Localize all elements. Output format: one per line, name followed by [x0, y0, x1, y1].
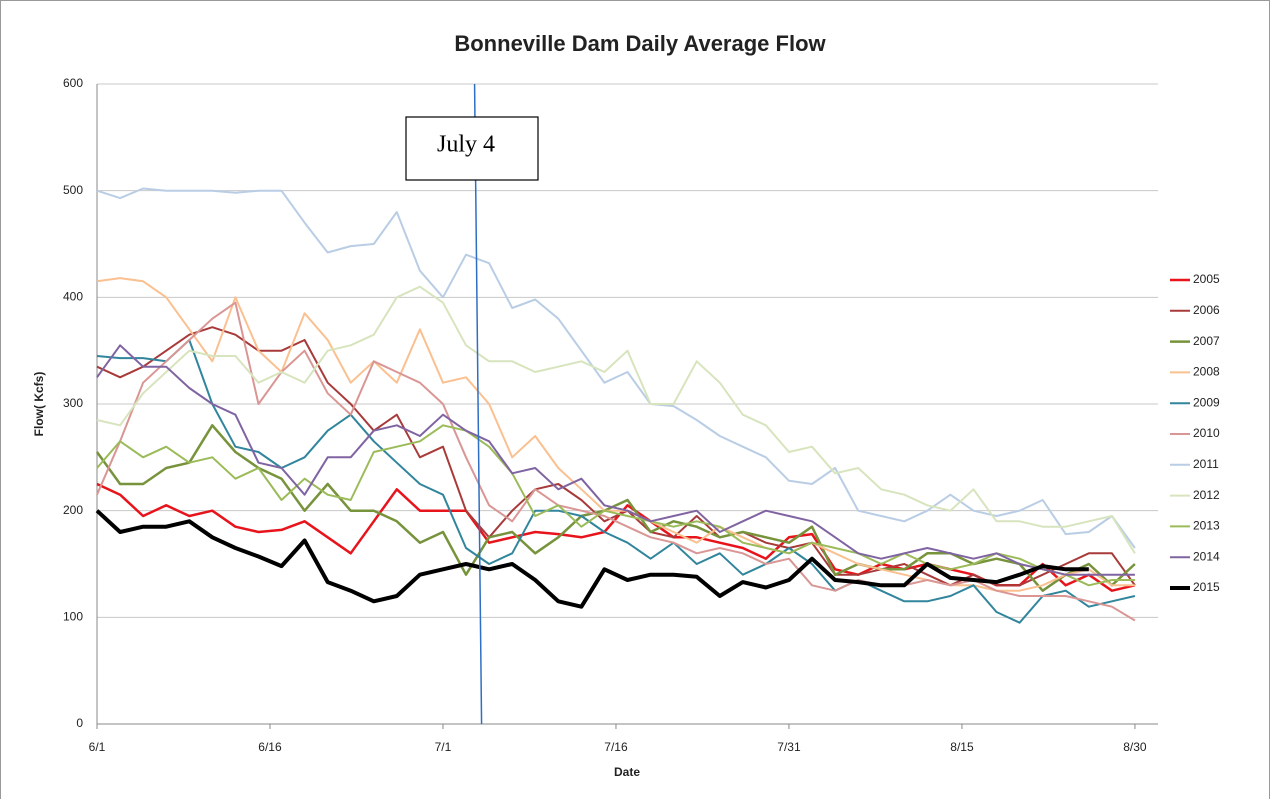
y-tick-label: 400 — [63, 290, 83, 304]
legend-label: 2005 — [1193, 272, 1220, 286]
x-tick-label: 6/1 — [89, 740, 106, 754]
x-tick-label: 7/1 — [435, 740, 452, 754]
chart-title: Bonneville Dam Daily Average Flow — [454, 31, 826, 56]
y-tick-label: 100 — [63, 610, 83, 624]
x-tick-label: 8/15 — [950, 740, 974, 754]
legend-label: 2010 — [1193, 426, 1220, 440]
series-line — [95, 424, 1136, 592]
y-tick-label: 500 — [63, 183, 83, 197]
legend-label: 2007 — [1193, 334, 1220, 348]
annotation-label: July 4 — [437, 132, 495, 158]
legend-label: 2013 — [1193, 519, 1220, 533]
x-axis-title: Date — [614, 765, 640, 779]
series-line — [96, 344, 1135, 576]
series-line — [96, 326, 1136, 587]
legend-label: 2014 — [1193, 549, 1220, 563]
x-tick-label: 7/16 — [604, 740, 628, 754]
legend-label: 2011 — [1193, 457, 1219, 471]
x-tick-label: 6/16 — [258, 740, 282, 754]
annotation-line — [473, 83, 483, 725]
legend-label: 2006 — [1193, 303, 1220, 317]
legend-label: 2015 — [1193, 580, 1220, 594]
annotation-box — [405, 116, 539, 181]
series-line — [96, 187, 1136, 549]
y-tick-label: 300 — [63, 396, 83, 410]
legend-label: 2008 — [1193, 365, 1220, 379]
x-tick-label: 7/31 — [777, 740, 801, 754]
series-line — [96, 424, 1135, 587]
series-line — [96, 482, 1136, 592]
x-tick-label: 8/30 — [1123, 740, 1147, 754]
y-axis-title: Flow( Kcfs) — [32, 372, 46, 437]
legend-label: 2009 — [1193, 395, 1220, 409]
series-line — [96, 339, 1136, 624]
y-tick-label: 0 — [76, 716, 83, 730]
series-line — [96, 277, 1135, 592]
y-tick-label: 600 — [63, 76, 83, 90]
series-line — [96, 301, 1136, 622]
legend-label: 2012 — [1193, 488, 1220, 502]
series-line — [95, 509, 1089, 609]
series-line — [96, 285, 1136, 554]
y-tick-label: 200 — [63, 503, 83, 517]
